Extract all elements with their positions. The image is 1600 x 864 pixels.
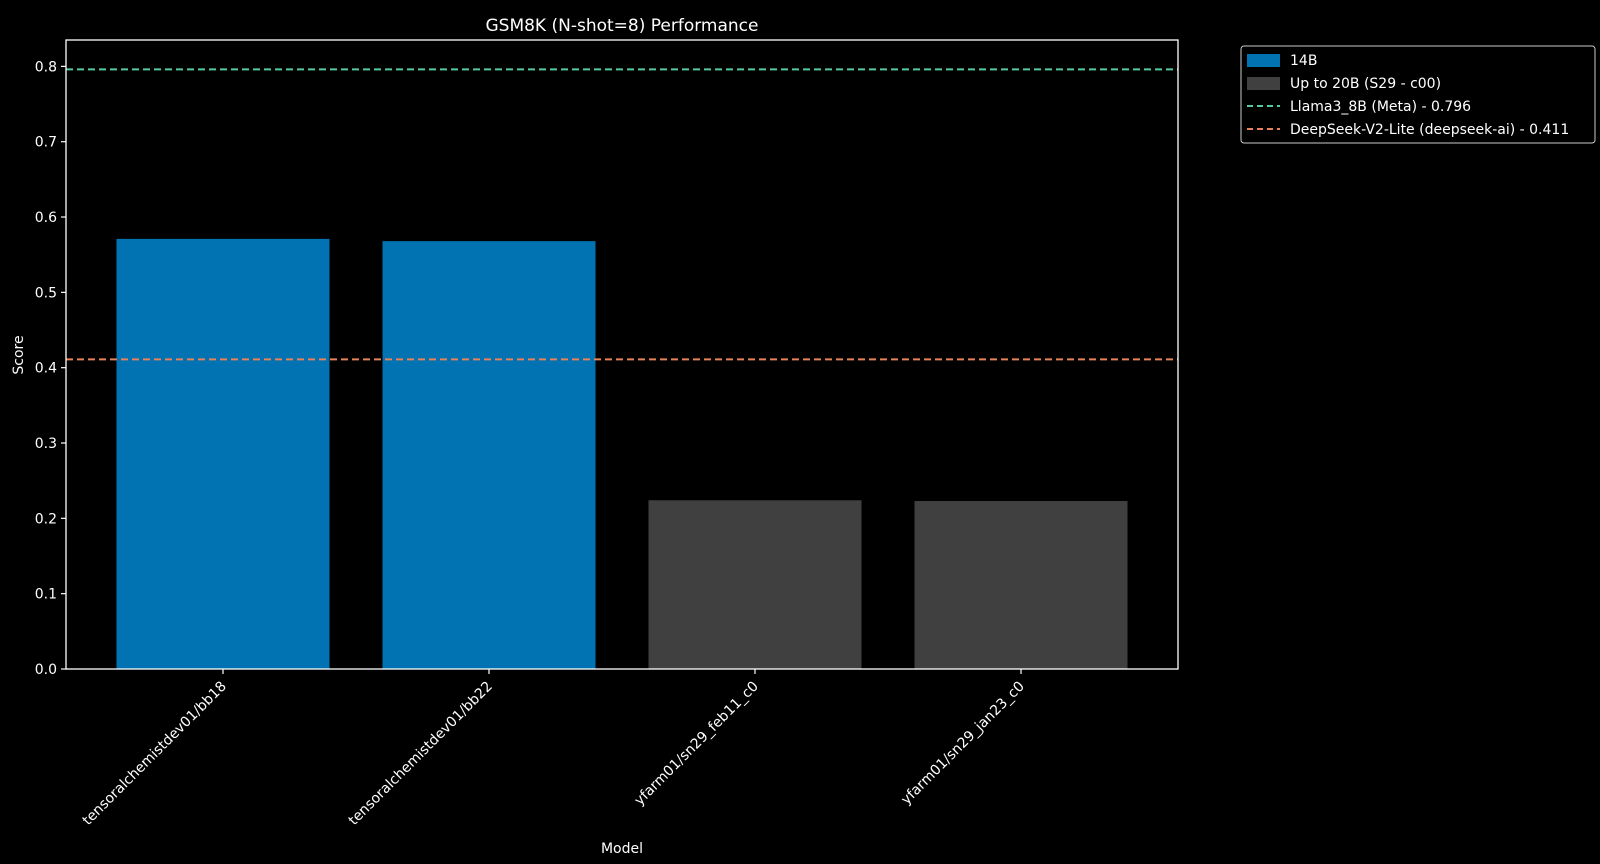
legend-swatch bbox=[1247, 54, 1280, 67]
y-tick-label: 0.5 bbox=[35, 285, 57, 301]
y-axis-ticks: 0.0 0.1 0.2 0.3 0.4 0.5 0.6 0.7 0.8 bbox=[35, 59, 66, 678]
x-axis-label: Model bbox=[601, 841, 643, 857]
bar-1 bbox=[116, 238, 330, 670]
y-tick-label: 0.6 bbox=[35, 210, 57, 226]
y-tick-label: 0.1 bbox=[35, 587, 57, 603]
plot-frame bbox=[65, 39, 1179, 670]
y-axis-label: Score bbox=[11, 335, 27, 374]
legend-label: Up to 20B (S29 - c00) bbox=[1290, 76, 1441, 92]
x-tick-label: tensoralchemistdev01/bb18 bbox=[80, 679, 230, 829]
bar-4 bbox=[914, 501, 1128, 669]
y-tick-label: 0.2 bbox=[35, 511, 57, 527]
legend-box bbox=[1240, 45, 1596, 144]
x-tick-label: tensoralchemistdev01/bb22 bbox=[346, 679, 496, 829]
x-tick-label: yfarm01/sn29_jan23_c0 bbox=[898, 679, 1028, 809]
y-tick-label: 0.8 bbox=[35, 59, 57, 75]
legend-swatch bbox=[1247, 77, 1280, 90]
y-tick-label: 0.3 bbox=[35, 436, 57, 452]
y-tick-label: 0.0 bbox=[35, 662, 57, 678]
x-axis-ticks: tensoralchemistdev01/bb18 tensoralchemist… bbox=[80, 669, 1028, 829]
x-tick-label: yfarm01/sn29_feb11_c0 bbox=[631, 679, 761, 809]
bars-layer bbox=[116, 238, 1128, 670]
chart-title: GSM8K (N-shot=8) Performance bbox=[485, 16, 758, 36]
bar-3 bbox=[648, 500, 862, 669]
legend: 14B Up to 20B (S29 - c00) Llama3_8B (Meta)… bbox=[1240, 45, 1596, 144]
reference-lines-layer bbox=[66, 68, 1178, 361]
y-tick-label: 0.4 bbox=[35, 361, 57, 377]
legend-label: DeepSeek-V2-Lite (deepseek-ai) - 0.411 bbox=[1290, 122, 1569, 138]
bar-2 bbox=[382, 241, 596, 670]
legend-label: 14B bbox=[1290, 53, 1317, 69]
y-tick-label: 0.7 bbox=[35, 135, 57, 151]
legend-label: Llama3_8B (Meta) - 0.796 bbox=[1290, 99, 1471, 115]
